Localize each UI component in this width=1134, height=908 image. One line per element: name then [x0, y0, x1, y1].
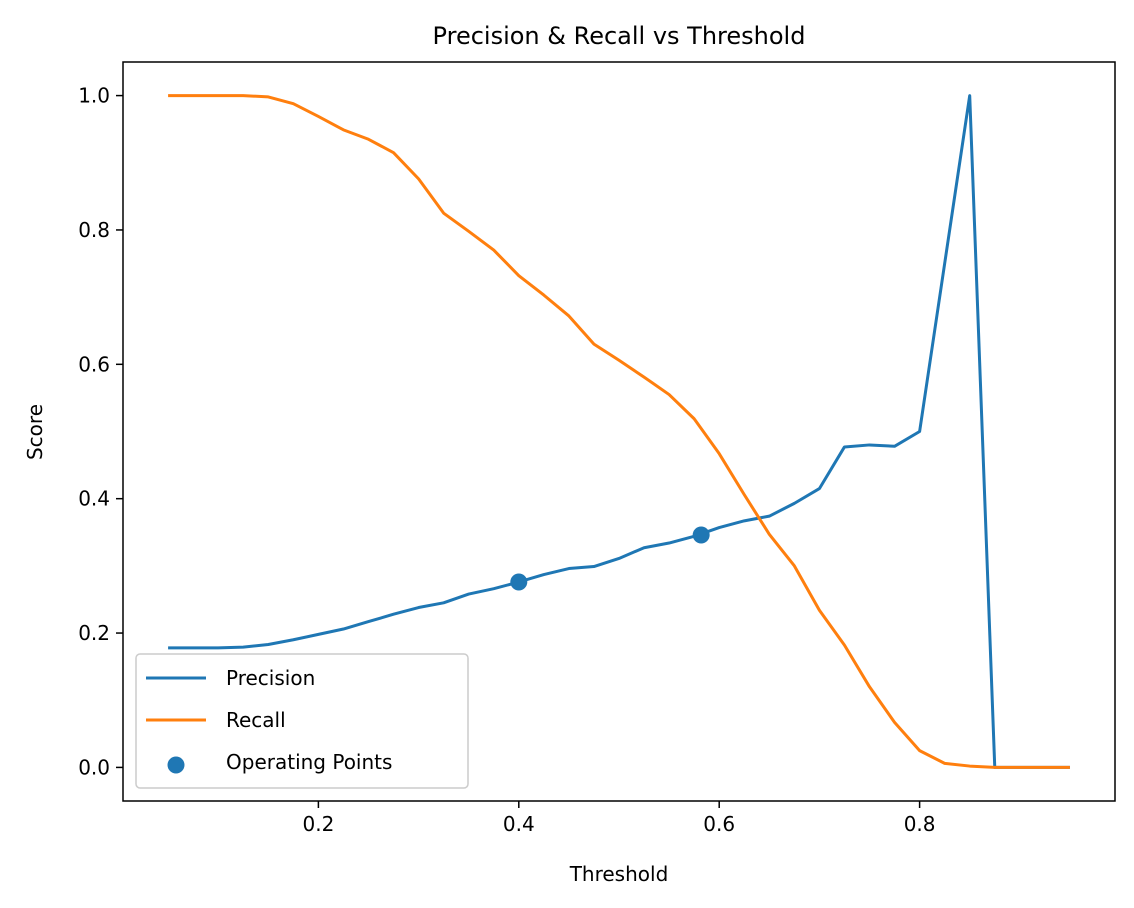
- legend-swatch-dot: [167, 756, 185, 774]
- series-line-precision: [168, 94, 1070, 769]
- x-tick-label: 0.6: [703, 812, 735, 836]
- series-line-recall: [168, 94, 1070, 769]
- y-tick-label: 0.8: [78, 218, 110, 242]
- x-tick-label: 0.4: [503, 812, 535, 836]
- x-tick-label: 0.8: [904, 812, 936, 836]
- plot-lines: [168, 94, 1070, 769]
- y-tick-label: 1.0: [78, 84, 110, 108]
- plot-frame: [122, 61, 1116, 802]
- legend-label: Operating Points: [226, 750, 392, 774]
- operating-point: [692, 526, 710, 544]
- plot-points: [510, 526, 710, 591]
- x-tick-label: 0.2: [302, 812, 334, 836]
- operating-point: [510, 573, 528, 591]
- y-tick-label: 0.2: [78, 621, 110, 645]
- legend-label: Precision: [226, 666, 315, 690]
- y-tick-label: 0.6: [78, 352, 110, 376]
- y-tick-label: 0.0: [78, 755, 110, 779]
- legend: Precision Recall Operating Points: [135, 653, 469, 789]
- y-tick-label: 0.4: [78, 487, 110, 511]
- x-axis-label: Threshold: [569, 862, 669, 886]
- y-axis: 0.0 0.2 0.4 0.6 0.8 1.0: [78, 84, 123, 779]
- x-axis: 0.2 0.4 0.6 0.8: [302, 801, 936, 836]
- y-axis-label: Score: [23, 404, 47, 460]
- chart-title: Precision & Recall vs Threshold: [433, 22, 806, 50]
- legend-label: Recall: [226, 708, 286, 732]
- legend-box: [135, 653, 469, 789]
